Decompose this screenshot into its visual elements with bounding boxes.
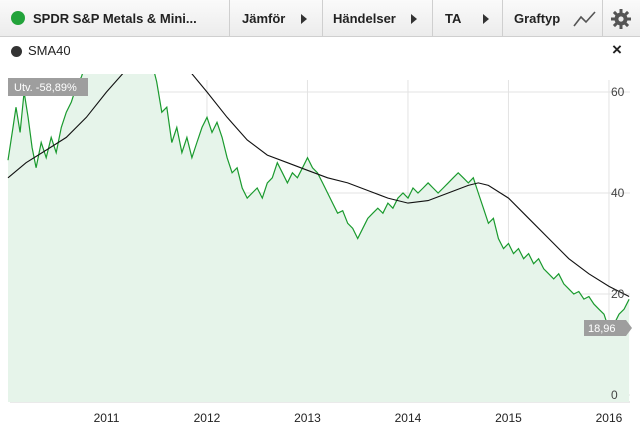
sma40-line: [7, 43, 630, 297]
sma-label: SMA40: [28, 43, 71, 58]
last-value-text: 18,96: [588, 323, 616, 335]
x-tick-label: 2012: [194, 411, 221, 425]
sma-color-dot: [11, 46, 22, 57]
change-badge: Utv. -58,89%: [8, 78, 88, 96]
instrument-selector[interactable]: SPDR S&P Metals & Mini...: [33, 0, 197, 37]
graph-type-label: Graftyp: [514, 11, 561, 26]
compare-arrow-icon[interactable]: [301, 14, 307, 24]
price-area-fill: [8, 11, 630, 402]
last-value-badge: 18,96: [584, 320, 632, 336]
price-chart[interactable]: 0 20 40 60 2011 2012 2013 2014 2015 2016 Utv. -5…: [0, 9, 640, 429]
x-axis: 2011 2012 2013 2014 2015 2016: [94, 411, 623, 425]
events-label: Händelser: [333, 11, 396, 26]
compare-button[interactable]: Jämför: [242, 0, 285, 37]
toolbar-divider: [229, 0, 230, 37]
graph-type-button[interactable]: Graftyp: [514, 0, 560, 37]
compare-label: Jämför: [242, 11, 286, 26]
x-tick-label: 2013: [294, 411, 321, 425]
x-tick-label: 2015: [495, 411, 522, 425]
instrument-color-dot: [11, 11, 25, 25]
gear-icon[interactable]: [609, 7, 633, 31]
events-arrow-icon[interactable]: [411, 14, 417, 24]
close-indicator-button[interactable]: ×: [612, 40, 622, 59]
toolbar-divider: [602, 0, 603, 37]
toolbar-divider: [502, 0, 503, 37]
y-tick-label: 20: [611, 287, 625, 301]
toolbar: SPDR S&P Metals & Mini... Jämför Händels…: [0, 0, 640, 37]
y-tick-label: 0: [611, 388, 618, 402]
chart-svg[interactable]: 0 20 40 60 2011 2012 2013 2014 2015 2016 Utv. -5…: [0, 9, 640, 429]
change-badge-text: Utv. -58,89%: [14, 82, 77, 94]
instrument-name: SPDR S&P Metals & Mini...: [33, 11, 197, 26]
y-axis: 0 20 40 60: [611, 85, 625, 402]
indicator-legend: SMA40 ×: [0, 37, 640, 65]
x-tick-label: 2011: [94, 411, 120, 425]
toolbar-divider: [322, 0, 323, 37]
ta-arrow-icon[interactable]: [483, 14, 489, 24]
ta-button[interactable]: TA: [445, 0, 461, 37]
y-tick-label: 60: [611, 85, 625, 99]
line-graph-icon[interactable]: [572, 9, 598, 29]
x-tick-label: 2016: [596, 411, 623, 425]
events-button[interactable]: Händelser: [333, 0, 396, 37]
x-tick-label: 2014: [395, 411, 422, 425]
y-tick-label: 40: [611, 186, 625, 200]
ta-label: TA: [445, 11, 462, 26]
toolbar-divider: [432, 0, 433, 37]
